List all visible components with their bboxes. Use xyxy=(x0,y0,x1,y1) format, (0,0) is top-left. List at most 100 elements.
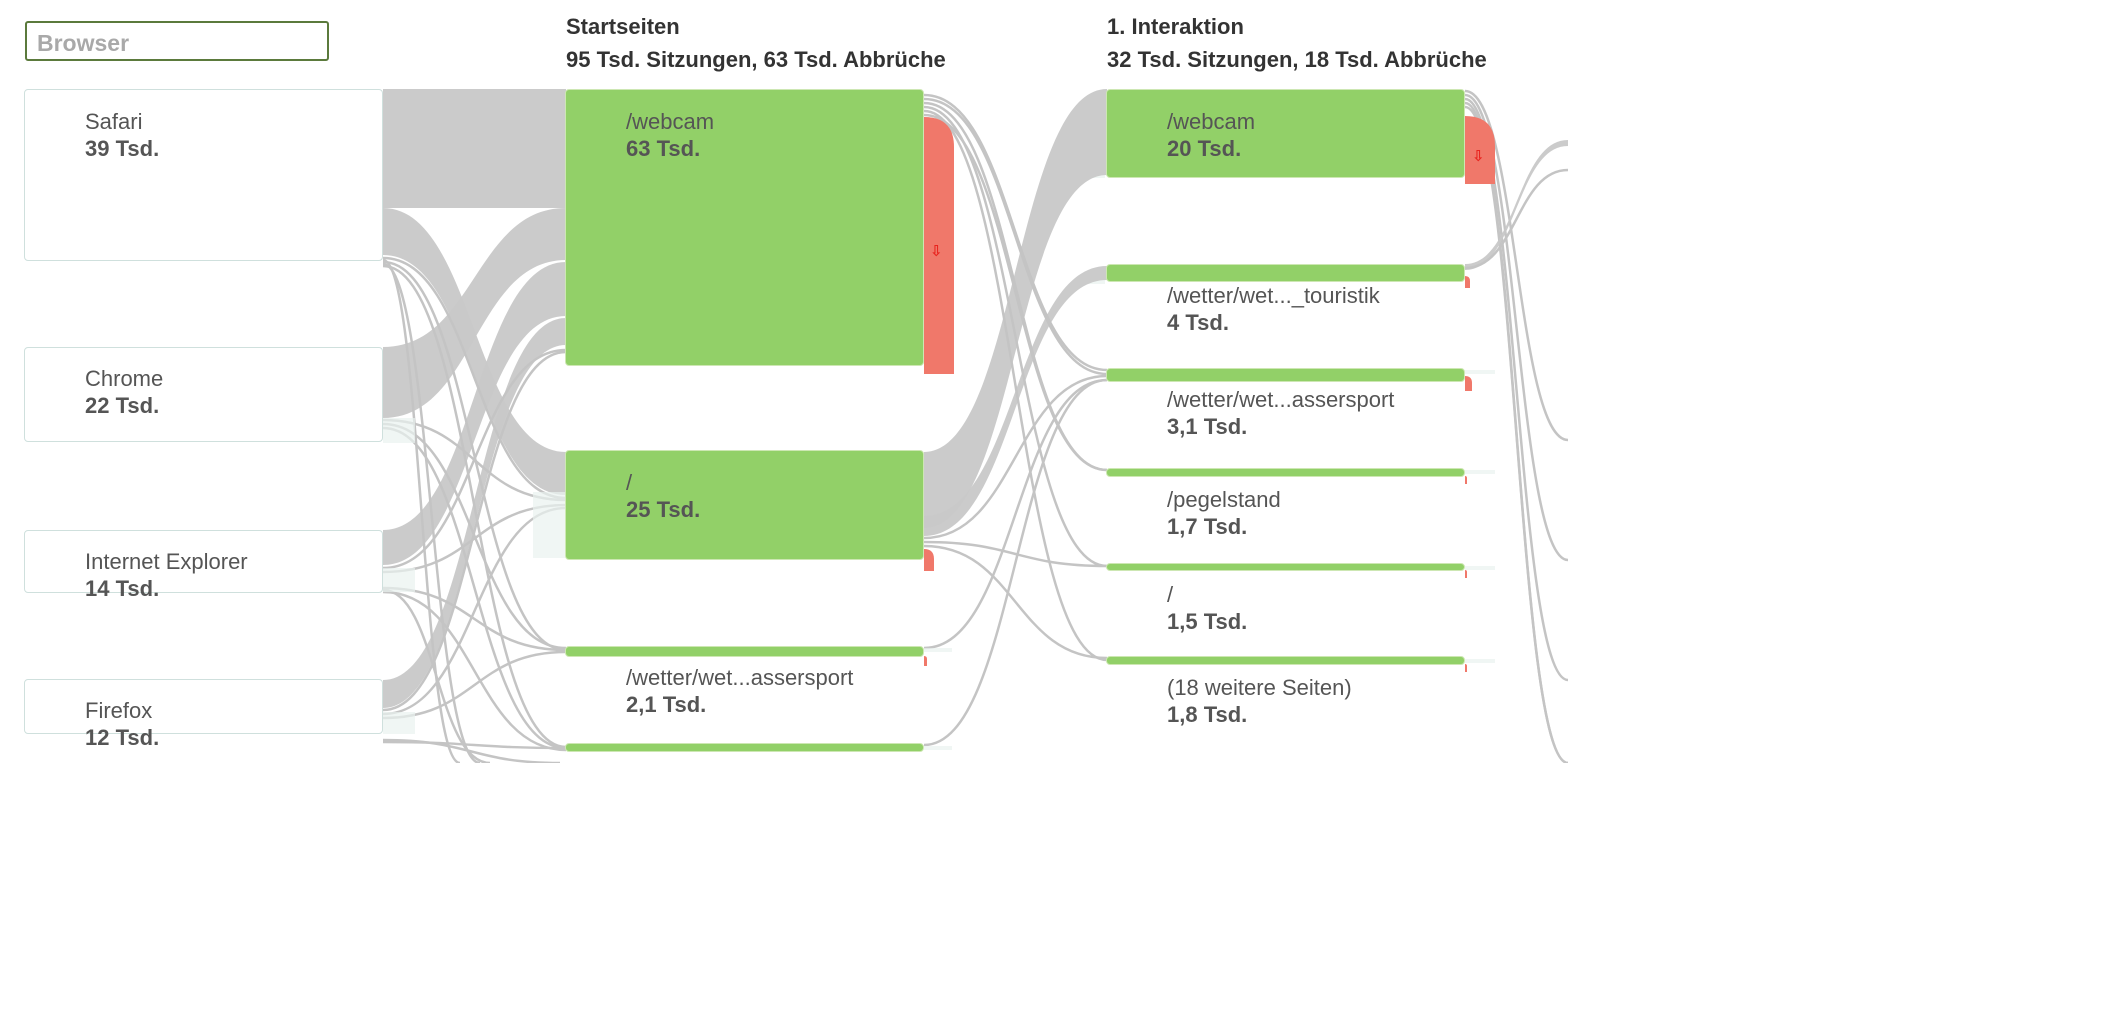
flow-link-thin[interactable] xyxy=(923,540,1108,568)
node-value: 12 Tsd. xyxy=(85,725,160,750)
node-value: 25 Tsd. xyxy=(626,497,701,522)
node-value: 39 Tsd. xyxy=(85,136,160,161)
flow-link-touristik-next[interactable] xyxy=(1465,140,1568,270)
column-title: 1. Interaktion xyxy=(1107,14,1244,39)
flow-stub xyxy=(924,746,952,750)
node-start-page-root[interactable] xyxy=(565,450,924,560)
node-interaction-more-pages[interactable] xyxy=(1106,656,1465,665)
column-summary: 32 Tsd. Sitzungen, 18 Tsd. Abbrüche xyxy=(1107,47,1487,72)
node-value: 1,5 Tsd. xyxy=(1167,609,1248,634)
flow-stub xyxy=(383,568,415,592)
node-name: /webcam xyxy=(626,109,715,134)
node-start-page-more[interactable] xyxy=(565,743,924,752)
flow-link-thin[interactable] xyxy=(923,109,1108,662)
flow-link-thin[interactable] xyxy=(1464,89,1568,442)
node-name: /wetter/wet..._touristik xyxy=(1167,283,1380,308)
node-value: 1,7 Tsd. xyxy=(1167,514,1248,539)
node-label: /1,5 Tsd. xyxy=(1167,581,1247,635)
node-browser-firefox[interactable] xyxy=(24,679,383,734)
drop-off-bar-interaction-more[interactable] xyxy=(1465,664,1467,672)
flow-link-thin[interactable] xyxy=(923,378,1108,747)
node-value: 2,1 Tsd. xyxy=(626,692,707,717)
node-start-page-wassersport[interactable] xyxy=(565,646,924,657)
node-value: 3,1 Tsd. xyxy=(1167,414,1248,439)
drop-off-bar-root[interactable] xyxy=(924,549,934,571)
node-interaction-wassersport[interactable] xyxy=(1106,368,1465,382)
flow-link-thin[interactable] xyxy=(923,544,1108,660)
column-summary: 95 Tsd. Sitzungen, 63 Tsd. Abbrüche xyxy=(566,47,946,72)
flow-link-thin[interactable] xyxy=(382,264,567,749)
flow-link-root-webcam[interactable] xyxy=(924,89,1107,528)
flow-stub xyxy=(1465,370,1495,374)
node-browser-safari[interactable] xyxy=(24,89,383,261)
flow-link-ie-webcam[interactable] xyxy=(383,262,566,565)
node-interaction-webcam[interactable] xyxy=(1106,89,1465,178)
flow-link-thin[interactable] xyxy=(382,256,567,500)
node-name: /wetter/wet...assersport xyxy=(1167,387,1395,412)
node-name: /pegelstand xyxy=(1167,487,1281,512)
flow-link-thin[interactable] xyxy=(382,348,567,570)
node-interaction-pegelstand[interactable] xyxy=(1106,468,1465,477)
node-name: Chrome xyxy=(85,366,164,391)
column-header-interaction-1: 1. Interaktion 32 Tsd. Sitzungen, 18 Tsd… xyxy=(1107,10,1487,76)
node-interaction-touristik[interactable] xyxy=(1106,264,1465,282)
node-value: 22 Tsd. xyxy=(85,393,160,418)
drop-off-bar-interaction-pegelstand[interactable] xyxy=(1465,476,1467,484)
flow-link-safari-webcam[interactable] xyxy=(383,89,566,208)
drop-off-bar-interaction-webcam[interactable] xyxy=(1465,116,1495,184)
flow-link-thin[interactable] xyxy=(923,374,1108,540)
drop-off-bar-interaction-wassersport[interactable] xyxy=(1465,376,1472,391)
node-browser-chrome[interactable] xyxy=(24,347,383,442)
node-browser-internet-explorer[interactable] xyxy=(24,530,383,593)
node-start-page-webcam[interactable] xyxy=(565,89,924,366)
flow-link-thin[interactable] xyxy=(923,105,1108,568)
dimension-selector[interactable]: Browser xyxy=(25,21,329,61)
flow-link-thin[interactable] xyxy=(1464,93,1568,562)
flow-link-thin[interactable] xyxy=(382,426,567,750)
flow-link-thin[interactable] xyxy=(923,97,1108,376)
flow-link-thin[interactable] xyxy=(923,378,1108,650)
node-value: 4 Tsd. xyxy=(1167,310,1229,335)
node-name: / xyxy=(626,470,633,495)
node-interaction-root[interactable] xyxy=(1106,563,1465,571)
node-name: / xyxy=(1167,582,1174,607)
drop-off-bar-webcam[interactable] xyxy=(924,117,954,374)
flow-stub xyxy=(383,418,415,443)
node-label: Internet Explorer 14 Tsd. xyxy=(85,548,248,602)
column-header-start-pages: Startseiten 95 Tsd. Sitzungen, 63 Tsd. A… xyxy=(566,10,946,76)
drop-off-bar-interaction-root[interactable] xyxy=(1465,570,1467,578)
node-label: (18 weitere Seiten) 1,8 Tsd. xyxy=(1167,674,1352,728)
flow-stub xyxy=(383,712,415,734)
flow-stub xyxy=(1465,566,1495,570)
flow-link-thin[interactable] xyxy=(382,262,481,763)
flow-link-thin[interactable] xyxy=(382,740,567,750)
node-label: /webcam 20 Tsd. xyxy=(1167,108,1255,162)
flow-link-thin[interactable] xyxy=(382,350,567,712)
flow-canvas xyxy=(382,89,1568,763)
flow-link-thin[interactable] xyxy=(923,113,1108,472)
node-name: /webcam xyxy=(1167,109,1256,134)
drop-off-bar-wassersport[interactable] xyxy=(924,656,927,666)
node-value: 1,8 Tsd. xyxy=(1167,702,1248,727)
flow-stub xyxy=(533,492,565,558)
node-label: Chrome 22 Tsd. xyxy=(85,365,163,419)
node-name: Internet Explorer xyxy=(85,549,248,574)
node-name: (18 weitere Seiten) xyxy=(1167,675,1352,700)
node-label: /wetter/wet..._touristik 4 Tsd. xyxy=(1167,282,1380,336)
drop-off-bar-interaction-touristik[interactable] xyxy=(1465,276,1470,288)
flow-link-chrome-webcam[interactable] xyxy=(383,208,566,418)
flow-link-thin[interactable] xyxy=(1464,97,1568,682)
flow-link-root-touristik[interactable] xyxy=(924,266,1107,536)
node-label: /wetter/wet...assersport 2,1 Tsd. xyxy=(626,664,853,718)
flow-link-thin[interactable] xyxy=(1464,168,1568,270)
flow-link-thin[interactable] xyxy=(382,738,561,763)
flow-link-safari-root[interactable] xyxy=(383,208,566,495)
node-label: /wetter/wet...assersport 3,1 Tsd. xyxy=(1167,386,1394,440)
node-label: /pegelstand 1,7 Tsd. xyxy=(1167,486,1281,540)
flow-link-thin[interactable] xyxy=(382,258,461,763)
flow-link-thin[interactable] xyxy=(382,588,491,763)
flow-link-thin[interactable] xyxy=(382,590,567,752)
flow-stub xyxy=(1465,470,1495,474)
node-value: 20 Tsd. xyxy=(1167,136,1242,161)
flow-link-thin[interactable] xyxy=(923,93,1108,372)
